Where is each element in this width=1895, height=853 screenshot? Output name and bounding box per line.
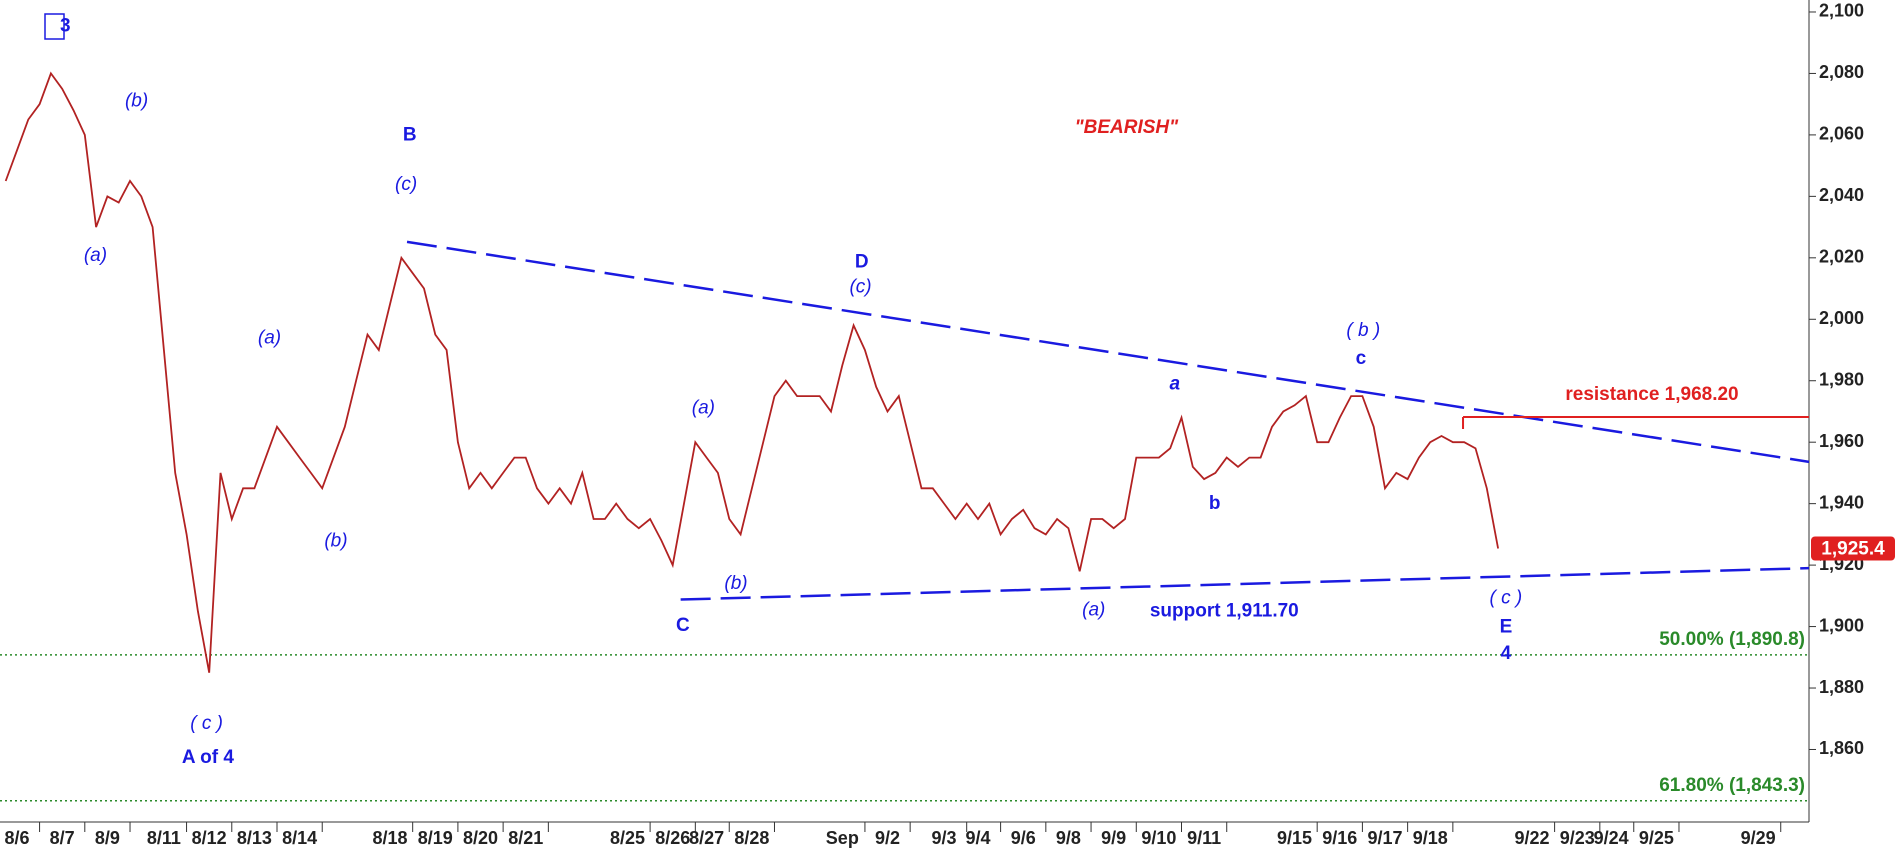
x-tick-label: 8/19: [418, 828, 453, 848]
x-tick-label: 9/4: [965, 828, 990, 848]
y-tick-label: 2,020: [1819, 247, 1864, 267]
x-tick-label: 9/11: [1187, 828, 1221, 848]
x-tick-label: 9/29: [1741, 828, 1776, 848]
wave-label: a: [1169, 373, 1180, 394]
x-tick-label: 8/9: [95, 828, 120, 848]
x-tick-label: 8/20: [463, 828, 498, 848]
y-tick-label: 2,040: [1819, 185, 1864, 205]
resistance-label: resistance 1,968.20: [1565, 384, 1738, 405]
wave-box: [44, 13, 65, 40]
x-tick-label: 8/25: [610, 828, 645, 848]
x-tick-label: Sep: [826, 828, 859, 848]
x-tick-label: 9/22: [1514, 828, 1549, 848]
x-tick-label: 8/7: [50, 828, 75, 848]
fib-label: 61.80% (1,843.3): [1659, 775, 1805, 796]
x-tick-label: 9/15: [1277, 828, 1312, 848]
price-tag: [1811, 536, 1895, 561]
wave-label: (b): [324, 530, 347, 551]
wave-label: support 1,911.70: [1150, 601, 1299, 622]
wave-label: (a): [258, 327, 281, 348]
x-tick-label: 9/25: [1639, 828, 1674, 848]
price-tag-label: 1,925.4: [1821, 539, 1885, 560]
trendline: [680, 566, 1810, 601]
x-tick-label: 9/2: [875, 828, 900, 848]
wave-label: (c): [395, 174, 417, 195]
y-tick-label: 1,980: [1819, 369, 1864, 389]
wave-label: (a): [1082, 599, 1105, 620]
wave-label: b: [1209, 493, 1221, 514]
x-tick-label: 9/16: [1322, 828, 1357, 848]
x-tick-label: 9/23: [1560, 828, 1595, 848]
y-tick-label: 1,900: [1819, 615, 1864, 635]
y-tick-label: 1,940: [1819, 492, 1864, 512]
x-tick-label: 8/12: [192, 828, 227, 848]
y-tick-label: 2,100: [1819, 1, 1864, 21]
x-tick-label: 9/10: [1141, 828, 1176, 848]
wave-label: ( c ): [190, 713, 223, 734]
wave-label: "BEARISH": [1075, 117, 1180, 138]
x-tick-label: 8/18: [373, 828, 408, 848]
x-tick-label: 8/13: [237, 828, 272, 848]
trendline: [406, 240, 1810, 464]
y-tick-label: 2,060: [1819, 124, 1864, 144]
fib-label: 50.00% (1,890.8): [1659, 629, 1805, 650]
y-tick-label: 2,080: [1819, 62, 1864, 82]
wave-label: D: [855, 251, 869, 272]
wave-label: (a): [84, 245, 107, 266]
x-tick-label: 9/9: [1101, 828, 1126, 848]
wave-label: c: [1356, 348, 1367, 369]
y-tick-label: 1,880: [1819, 677, 1864, 697]
wave-label: A of 4: [182, 747, 235, 768]
wave-label: (b): [724, 573, 747, 594]
x-tick-label: 9/24: [1594, 828, 1629, 848]
wave-label: E: [1500, 616, 1513, 637]
wave-label: B: [403, 124, 417, 145]
x-tick-label: 8/14: [282, 828, 317, 848]
y-tick-label: 1,960: [1819, 431, 1864, 451]
x-tick-label: 8/27: [689, 828, 724, 848]
wave-label: ( c ): [1490, 587, 1523, 608]
x-tick-label: 9/8: [1056, 828, 1081, 848]
wave-label: (c): [849, 277, 871, 298]
x-tick-label: 8/26: [655, 828, 690, 848]
wave-label: 4: [1501, 643, 1512, 664]
wave-label: C: [676, 615, 690, 636]
x-tick-label: 9/18: [1413, 828, 1448, 848]
x-tick-label: 9/17: [1367, 828, 1402, 848]
x-tick-label: 8/11: [147, 828, 181, 848]
wave-label: 3: [60, 16, 71, 37]
x-tick-label: 8/6: [4, 828, 29, 848]
wave-label: ( b ): [1346, 320, 1380, 341]
x-tick-label: 9/3: [932, 828, 957, 848]
wave-label: (b): [125, 91, 148, 112]
y-tick-label: 2,000: [1819, 308, 1864, 328]
x-tick-label: 8/28: [734, 828, 769, 848]
y-tick-label: 1,860: [1819, 738, 1864, 758]
x-tick-label: 9/6: [1011, 828, 1036, 848]
price-line: [4, 71, 1499, 673]
x-tick-label: 8/21: [508, 828, 543, 848]
wave-label: (a): [692, 398, 715, 419]
